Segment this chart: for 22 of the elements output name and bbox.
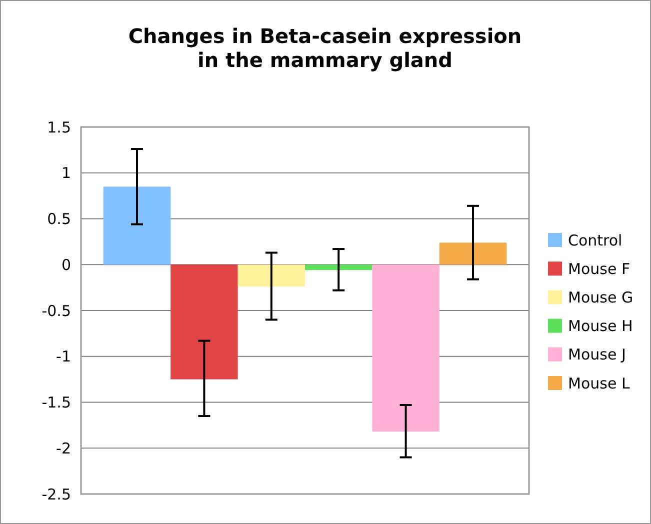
legend-label: Control	[568, 231, 622, 250]
y-tick-label: 0.5	[47, 210, 71, 228]
chart-title: Changes in Beta-casein expression in the mammary gland	[128, 24, 522, 72]
y-tick-label: -0.5	[42, 302, 71, 320]
bar	[305, 264, 372, 270]
y-tick-label: 0	[61, 256, 71, 274]
bar	[372, 264, 440, 432]
y-tick-label: -1	[56, 348, 71, 366]
legend-label: Mouse F	[568, 260, 630, 278]
legend-label: Mouse L	[568, 374, 630, 392]
y-tick-label: -2	[56, 439, 71, 458]
legend-label: Mouse J	[568, 346, 626, 364]
y-tick-label: 1	[61, 164, 71, 182]
legend-label: Mouse H	[568, 317, 633, 336]
y-tick-label: 1.5	[47, 118, 71, 136]
legend-label: Mouse G	[568, 288, 634, 306]
bar	[170, 264, 238, 380]
bar	[238, 264, 305, 287]
y-tick-label: -1.5	[42, 394, 71, 412]
bar	[439, 242, 507, 265]
y-tick-label: -2.5	[42, 485, 71, 504]
bar	[103, 186, 171, 265]
